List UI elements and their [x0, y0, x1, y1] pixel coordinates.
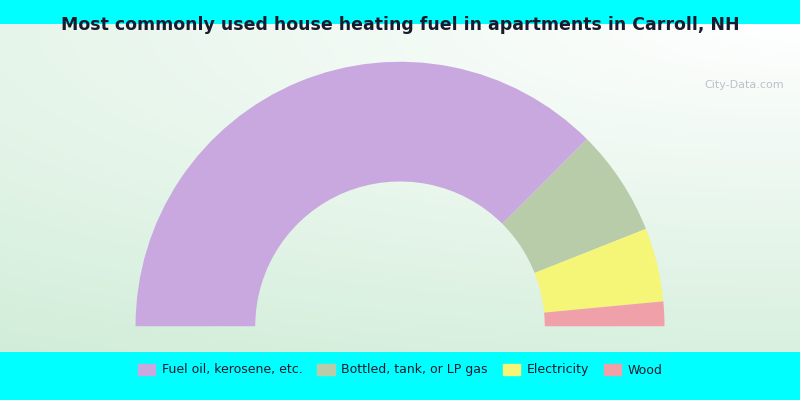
Wedge shape	[534, 229, 663, 313]
Legend: Fuel oil, kerosene, etc., Bottled, tank, or LP gas, Electricity, Wood: Fuel oil, kerosene, etc., Bottled, tank,…	[133, 358, 667, 382]
Text: City-Data.com: City-Data.com	[704, 80, 784, 90]
Wedge shape	[544, 301, 665, 326]
Text: Most commonly used house heating fuel in apartments in Carroll, NH: Most commonly used house heating fuel in…	[61, 16, 739, 34]
Wedge shape	[135, 62, 587, 326]
Wedge shape	[502, 139, 646, 273]
